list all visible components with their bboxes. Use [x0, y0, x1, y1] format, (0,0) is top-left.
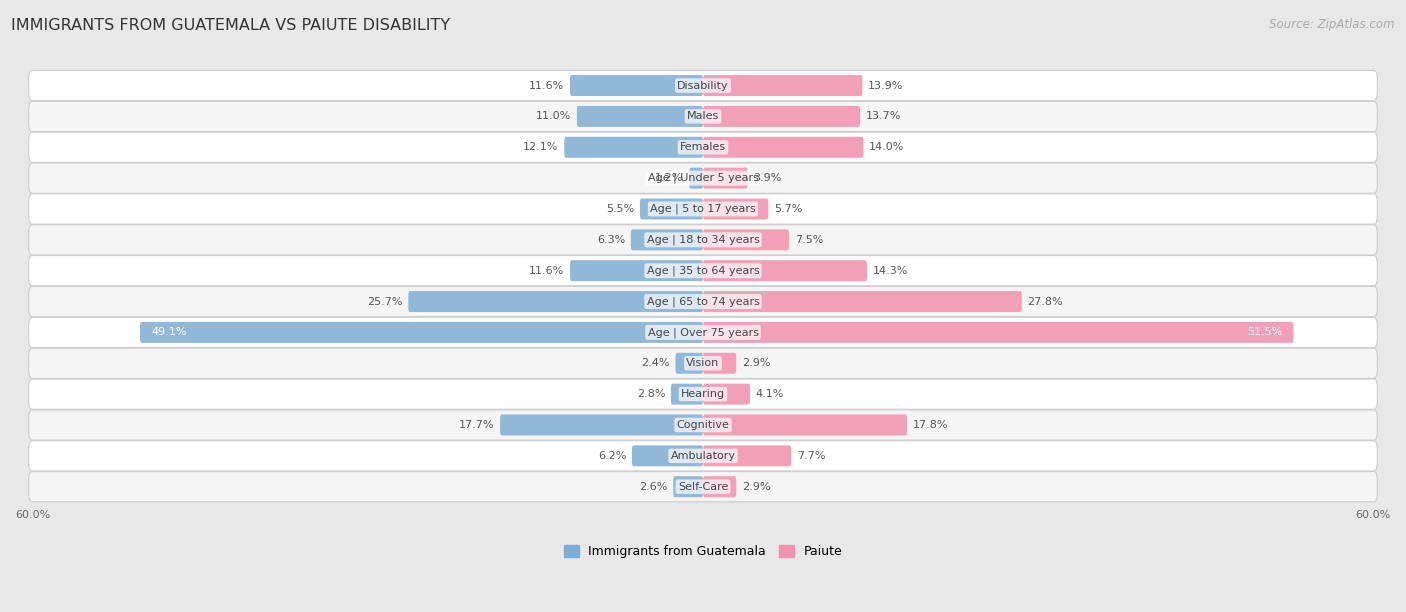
- Text: 4.1%: 4.1%: [756, 389, 785, 399]
- Text: 17.8%: 17.8%: [912, 420, 948, 430]
- Text: 2.6%: 2.6%: [640, 482, 668, 491]
- FancyBboxPatch shape: [28, 256, 1378, 286]
- Text: Age | Over 75 years: Age | Over 75 years: [648, 327, 758, 338]
- Text: IMMIGRANTS FROM GUATEMALA VS PAIUTE DISABILITY: IMMIGRANTS FROM GUATEMALA VS PAIUTE DISA…: [11, 18, 450, 34]
- Text: 2.9%: 2.9%: [742, 482, 770, 491]
- Text: 17.7%: 17.7%: [458, 420, 495, 430]
- Text: Source: ZipAtlas.com: Source: ZipAtlas.com: [1270, 18, 1395, 31]
- FancyBboxPatch shape: [703, 106, 860, 127]
- FancyBboxPatch shape: [703, 137, 863, 158]
- FancyBboxPatch shape: [703, 322, 1294, 343]
- FancyBboxPatch shape: [703, 476, 737, 497]
- FancyBboxPatch shape: [689, 168, 703, 188]
- FancyBboxPatch shape: [28, 348, 1378, 378]
- Text: Ambulatory: Ambulatory: [671, 451, 735, 461]
- Text: 2.9%: 2.9%: [742, 358, 770, 368]
- FancyBboxPatch shape: [28, 317, 1378, 348]
- Text: 11.6%: 11.6%: [529, 81, 564, 91]
- FancyBboxPatch shape: [576, 106, 703, 127]
- Text: 6.3%: 6.3%: [596, 235, 626, 245]
- FancyBboxPatch shape: [703, 291, 1022, 312]
- Text: 1.2%: 1.2%: [655, 173, 683, 183]
- Text: Disability: Disability: [678, 81, 728, 91]
- FancyBboxPatch shape: [631, 230, 703, 250]
- Text: 7.7%: 7.7%: [797, 451, 825, 461]
- FancyBboxPatch shape: [28, 472, 1378, 502]
- FancyBboxPatch shape: [631, 446, 703, 466]
- Text: Self-Care: Self-Care: [678, 482, 728, 491]
- Text: 7.5%: 7.5%: [794, 235, 823, 245]
- Text: Cognitive: Cognitive: [676, 420, 730, 430]
- FancyBboxPatch shape: [569, 75, 703, 96]
- FancyBboxPatch shape: [703, 260, 868, 281]
- Text: Males: Males: [688, 111, 718, 121]
- FancyBboxPatch shape: [569, 260, 703, 281]
- FancyBboxPatch shape: [28, 225, 1378, 255]
- Text: 5.7%: 5.7%: [775, 204, 803, 214]
- Text: Age | 5 to 17 years: Age | 5 to 17 years: [650, 204, 756, 214]
- Text: 2.4%: 2.4%: [641, 358, 669, 368]
- FancyBboxPatch shape: [28, 379, 1378, 409]
- Text: 60.0%: 60.0%: [15, 510, 51, 520]
- Text: Vision: Vision: [686, 358, 720, 368]
- FancyBboxPatch shape: [703, 230, 789, 250]
- Text: Females: Females: [681, 142, 725, 152]
- FancyBboxPatch shape: [28, 441, 1378, 471]
- Text: Age | 35 to 64 years: Age | 35 to 64 years: [647, 266, 759, 276]
- FancyBboxPatch shape: [703, 168, 748, 188]
- Text: Age | Under 5 years: Age | Under 5 years: [648, 173, 758, 184]
- Text: 12.1%: 12.1%: [523, 142, 558, 152]
- Text: 11.0%: 11.0%: [536, 111, 571, 121]
- FancyBboxPatch shape: [673, 476, 703, 497]
- Text: 51.5%: 51.5%: [1247, 327, 1282, 337]
- Legend: Immigrants from Guatemala, Paiute: Immigrants from Guatemala, Paiute: [558, 540, 848, 563]
- FancyBboxPatch shape: [501, 414, 703, 436]
- Text: 14.0%: 14.0%: [869, 142, 904, 152]
- FancyBboxPatch shape: [28, 163, 1378, 193]
- FancyBboxPatch shape: [28, 194, 1378, 224]
- Text: 60.0%: 60.0%: [1355, 510, 1391, 520]
- Text: 6.2%: 6.2%: [598, 451, 626, 461]
- FancyBboxPatch shape: [408, 291, 703, 312]
- FancyBboxPatch shape: [28, 410, 1378, 440]
- Text: 11.6%: 11.6%: [529, 266, 564, 275]
- FancyBboxPatch shape: [28, 286, 1378, 316]
- FancyBboxPatch shape: [564, 137, 703, 158]
- FancyBboxPatch shape: [703, 384, 749, 405]
- FancyBboxPatch shape: [703, 353, 737, 374]
- FancyBboxPatch shape: [703, 75, 862, 96]
- Text: 3.9%: 3.9%: [754, 173, 782, 183]
- Text: 25.7%: 25.7%: [367, 297, 402, 307]
- FancyBboxPatch shape: [141, 322, 703, 343]
- Text: 14.3%: 14.3%: [873, 266, 908, 275]
- FancyBboxPatch shape: [675, 353, 703, 374]
- FancyBboxPatch shape: [28, 132, 1378, 162]
- Text: Age | 18 to 34 years: Age | 18 to 34 years: [647, 234, 759, 245]
- Text: 49.1%: 49.1%: [152, 327, 187, 337]
- Text: 5.5%: 5.5%: [606, 204, 634, 214]
- Text: 27.8%: 27.8%: [1028, 297, 1063, 307]
- FancyBboxPatch shape: [703, 414, 907, 436]
- Text: Hearing: Hearing: [681, 389, 725, 399]
- FancyBboxPatch shape: [671, 384, 703, 405]
- FancyBboxPatch shape: [640, 198, 703, 220]
- FancyBboxPatch shape: [28, 102, 1378, 132]
- Text: Age | 65 to 74 years: Age | 65 to 74 years: [647, 296, 759, 307]
- Text: 13.9%: 13.9%: [868, 81, 904, 91]
- FancyBboxPatch shape: [703, 198, 768, 220]
- Text: 2.8%: 2.8%: [637, 389, 665, 399]
- Text: 13.7%: 13.7%: [866, 111, 901, 121]
- FancyBboxPatch shape: [703, 446, 792, 466]
- FancyBboxPatch shape: [28, 70, 1378, 101]
